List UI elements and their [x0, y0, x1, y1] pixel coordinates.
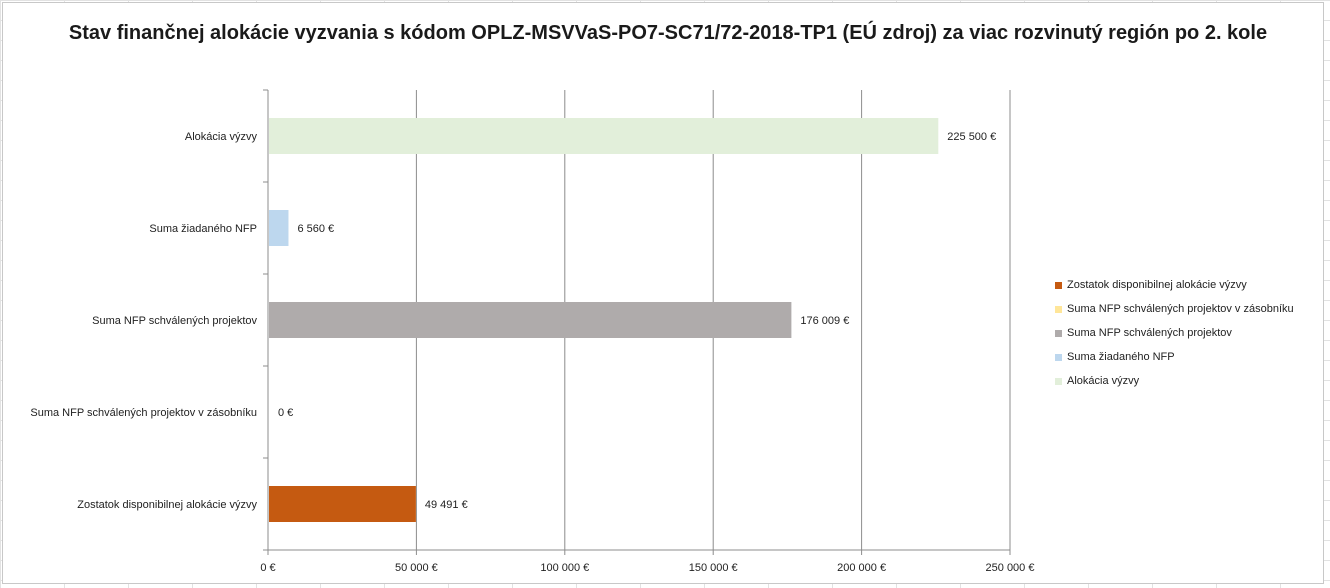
legend-item: Suma žiadaného NFP [1055, 345, 1330, 369]
data-label: 225 500 € [947, 131, 996, 143]
bar [269, 302, 792, 338]
chart-legend: Zostatok disponibilnej alokácie výzvy Sum… [1055, 273, 1330, 393]
legend-label: Suma NFP schválených projektov v zásobní… [1067, 303, 1294, 315]
category-label: Suma NFP schválených projektov v zásobní… [30, 407, 257, 419]
chart-plot: 0 € 50 000 € 100 000 € 150 000 € 200 000 € 25… [30, 89, 1035, 574]
category-label: Zostatok disponibilnej alokácie výzvy [77, 499, 257, 511]
bar [269, 118, 939, 154]
x-tick-label: 250 000 € [986, 562, 1035, 574]
bar [269, 486, 416, 522]
x-tick-label: 0 € [260, 562, 275, 574]
data-label: 6 560 € [297, 223, 334, 235]
legend-swatch [1055, 353, 1062, 361]
legend-swatch [1055, 329, 1062, 337]
data-label: 49 491 € [425, 499, 468, 511]
x-tick-label: 200 000 € [837, 562, 886, 574]
legend-item: Alokácia výzvy [1055, 369, 1330, 393]
legend-swatch [1055, 281, 1062, 289]
data-label: 176 009 € [800, 315, 849, 327]
legend-swatch [1055, 305, 1062, 313]
legend-label: Suma NFP schválených projektov [1067, 327, 1232, 339]
legend-label: Suma žiadaného NFP [1067, 351, 1175, 363]
legend-item: Zostatok disponibilnej alokácie výzvy [1055, 273, 1330, 297]
legend-label: Alokácia výzvy [1067, 375, 1140, 387]
category-label: Alokácia výzvy [185, 131, 258, 143]
category-label: Suma NFP schválených projektov [92, 315, 257, 327]
legend-item: Suma NFP schválených projektov [1055, 321, 1330, 345]
legend-label: Zostatok disponibilnej alokácie výzvy [1067, 279, 1247, 291]
chart-title: Stav finančnej alokácie vyzvania s kódom… [68, 22, 1268, 44]
category-label: Suma žiadaného NFP [149, 223, 257, 235]
legend-swatch [1055, 377, 1062, 385]
legend-item: Suma NFP schválených projektov v zásobní… [1055, 297, 1330, 321]
bar [269, 210, 289, 246]
data-label: 0 € [278, 407, 293, 419]
x-tick-label: 50 000 € [395, 562, 438, 574]
x-tick-label: 100 000 € [540, 562, 589, 574]
x-tick-label: 150 000 € [689, 562, 738, 574]
